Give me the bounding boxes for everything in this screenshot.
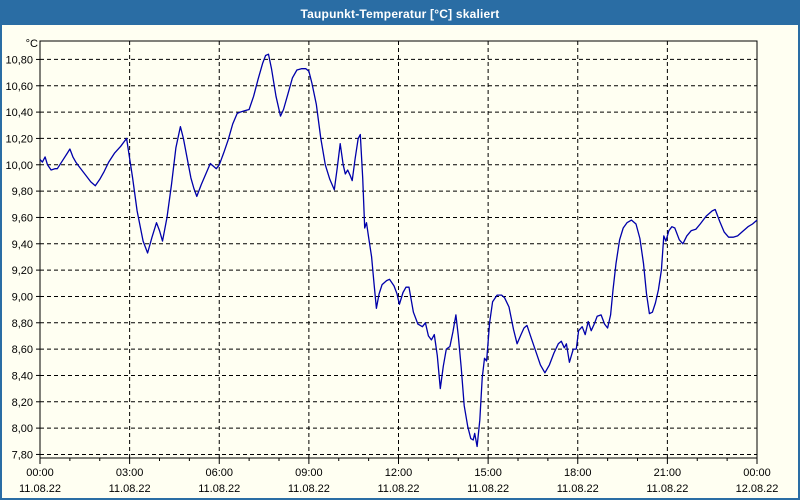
y-tick-label: 8,20 bbox=[12, 397, 33, 409]
y-tick-label: 8,00 bbox=[12, 423, 33, 435]
y-tick-label: 10,60 bbox=[5, 81, 33, 93]
y-tick-label: 7,80 bbox=[12, 449, 33, 461]
y-tick-label: 10,00 bbox=[5, 160, 33, 172]
window-titlebar: Taupunkt-Temperatur [°C] skaliert bbox=[2, 2, 798, 25]
temperature-line bbox=[39, 53, 758, 448]
x-tick-time-label: 06:00 bbox=[205, 467, 233, 479]
x-tick-date-label: 11.08.22 bbox=[19, 483, 61, 495]
x-tick-date-label: 11.08.22 bbox=[198, 483, 240, 495]
plot-frame bbox=[39, 40, 758, 459]
x-tick-time-label: 00:00 bbox=[743, 467, 771, 479]
y-tick-label: 10,80 bbox=[5, 54, 33, 66]
y-tick-label: 9,00 bbox=[12, 291, 33, 303]
y-tick-label: 9,80 bbox=[12, 186, 33, 198]
x-tick-time-label: 15:00 bbox=[474, 467, 502, 479]
y-tick-label: 8,80 bbox=[12, 318, 33, 330]
window-title: Taupunkt-Temperatur [°C] skaliert bbox=[300, 6, 500, 21]
y-tick-label: 8,40 bbox=[12, 370, 33, 382]
x-tick-time-label: 00:00 bbox=[26, 467, 54, 479]
x-tick-time-label: 12:00 bbox=[385, 467, 413, 479]
x-tick-date-label: 11.08.22 bbox=[288, 483, 330, 495]
x-tick-time-label: 03:00 bbox=[116, 467, 144, 479]
x-tick-time-label: 09:00 bbox=[295, 467, 323, 479]
x-tick-date-label: 11.08.22 bbox=[109, 483, 151, 495]
y-tick-label: 10,20 bbox=[5, 133, 33, 145]
y-tick-label: 9,60 bbox=[12, 212, 33, 224]
y-tick-label: 9,40 bbox=[12, 239, 33, 251]
y-tick-label: 9,20 bbox=[12, 265, 33, 277]
x-tick-date-label: 12.08.22 bbox=[736, 483, 779, 495]
chart-area: 10,80 10,60 10,40 10,20 10,00 9,80 9,60 9,40 9,2… bbox=[2, 25, 798, 498]
x-tick-date-label: 11.08.22 bbox=[377, 483, 419, 495]
line-chart-canvas: 10,80 10,60 10,40 10,20 10,00 9,80 9,60 9,40 9,2… bbox=[5, 38, 779, 495]
x-tick-time-label: 18:00 bbox=[564, 467, 592, 479]
x-tick-time-label: 21:00 bbox=[654, 467, 682, 479]
y-tick-label: 8,60 bbox=[12, 344, 33, 356]
x-tick-date-label: 11.08.22 bbox=[646, 483, 688, 495]
y-axis-unit-label: °C bbox=[26, 38, 38, 50]
x-tick-date-label: 11.08.22 bbox=[557, 483, 599, 495]
x-tick-date-label: 11.08.22 bbox=[467, 483, 509, 495]
y-tick-label: 10,40 bbox=[5, 107, 33, 119]
